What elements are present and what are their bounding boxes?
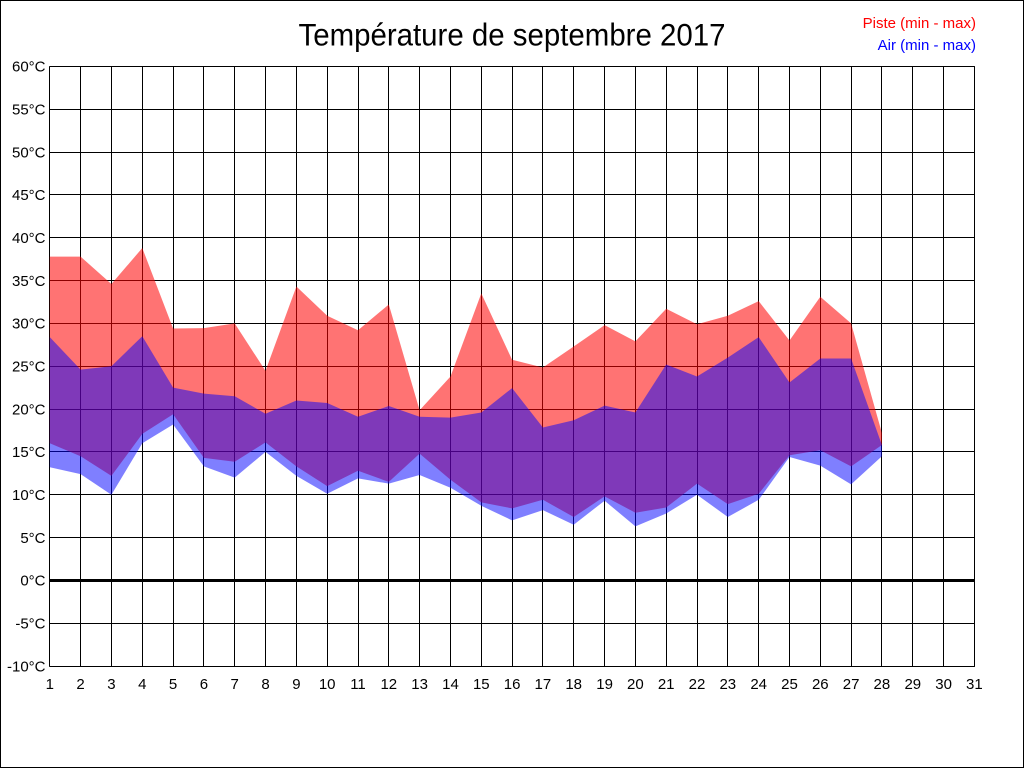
svg-text:60°C: 60°C (12, 59, 46, 76)
svg-text:30: 30 (935, 676, 952, 693)
svg-text:26: 26 (812, 676, 829, 693)
svg-text:16: 16 (504, 676, 521, 693)
svg-text:28: 28 (874, 676, 891, 693)
svg-text:10: 10 (319, 676, 336, 693)
svg-text:14: 14 (442, 676, 459, 693)
svg-text:0°C: 0°C (20, 573, 45, 590)
svg-text:29: 29 (904, 676, 921, 693)
svg-text:25: 25 (781, 676, 798, 693)
svg-text:7: 7 (231, 676, 239, 693)
svg-text:3: 3 (107, 676, 115, 693)
svg-text:45°C: 45°C (12, 187, 46, 204)
svg-text:55°C: 55°C (12, 102, 46, 119)
svg-text:10°C: 10°C (12, 487, 46, 504)
svg-text:30°C: 30°C (12, 316, 46, 333)
svg-text:-10°C: -10°C (7, 658, 46, 675)
svg-text:31: 31 (966, 676, 983, 693)
svg-text:23: 23 (719, 676, 736, 693)
svg-text:20: 20 (627, 676, 644, 693)
svg-text:5°C: 5°C (20, 530, 45, 547)
svg-text:19: 19 (596, 676, 613, 693)
svg-text:22: 22 (689, 676, 706, 693)
svg-text:15: 15 (473, 676, 490, 693)
svg-text:11: 11 (350, 676, 366, 693)
svg-text:Air (min - max): Air (min - max) (878, 37, 976, 54)
svg-text:50°C: 50°C (12, 144, 46, 161)
svg-text:25°C: 25°C (12, 359, 46, 376)
svg-text:6: 6 (200, 676, 208, 693)
svg-text:18: 18 (565, 676, 582, 693)
svg-text:27: 27 (843, 676, 860, 693)
svg-text:Piste (min - max): Piste (min - max) (863, 15, 976, 32)
svg-text:15°C: 15°C (12, 444, 46, 461)
svg-text:1: 1 (46, 676, 54, 693)
svg-text:13: 13 (411, 676, 428, 693)
svg-text:21: 21 (658, 676, 675, 693)
svg-text:17: 17 (535, 676, 552, 693)
svg-text:9: 9 (292, 676, 300, 693)
svg-text:35°C: 35°C (12, 273, 46, 290)
svg-text:40°C: 40°C (12, 230, 46, 247)
svg-text:12: 12 (380, 676, 397, 693)
svg-text:-5°C: -5°C (15, 616, 45, 633)
svg-text:24: 24 (750, 676, 767, 693)
svg-text:4: 4 (138, 676, 146, 693)
svg-text:5: 5 (169, 676, 177, 693)
svg-text:20°C: 20°C (12, 401, 46, 418)
svg-text:Température de septembre 2017: Température de septembre 2017 (299, 16, 726, 52)
svg-text:8: 8 (261, 676, 269, 693)
svg-text:2: 2 (76, 676, 84, 693)
